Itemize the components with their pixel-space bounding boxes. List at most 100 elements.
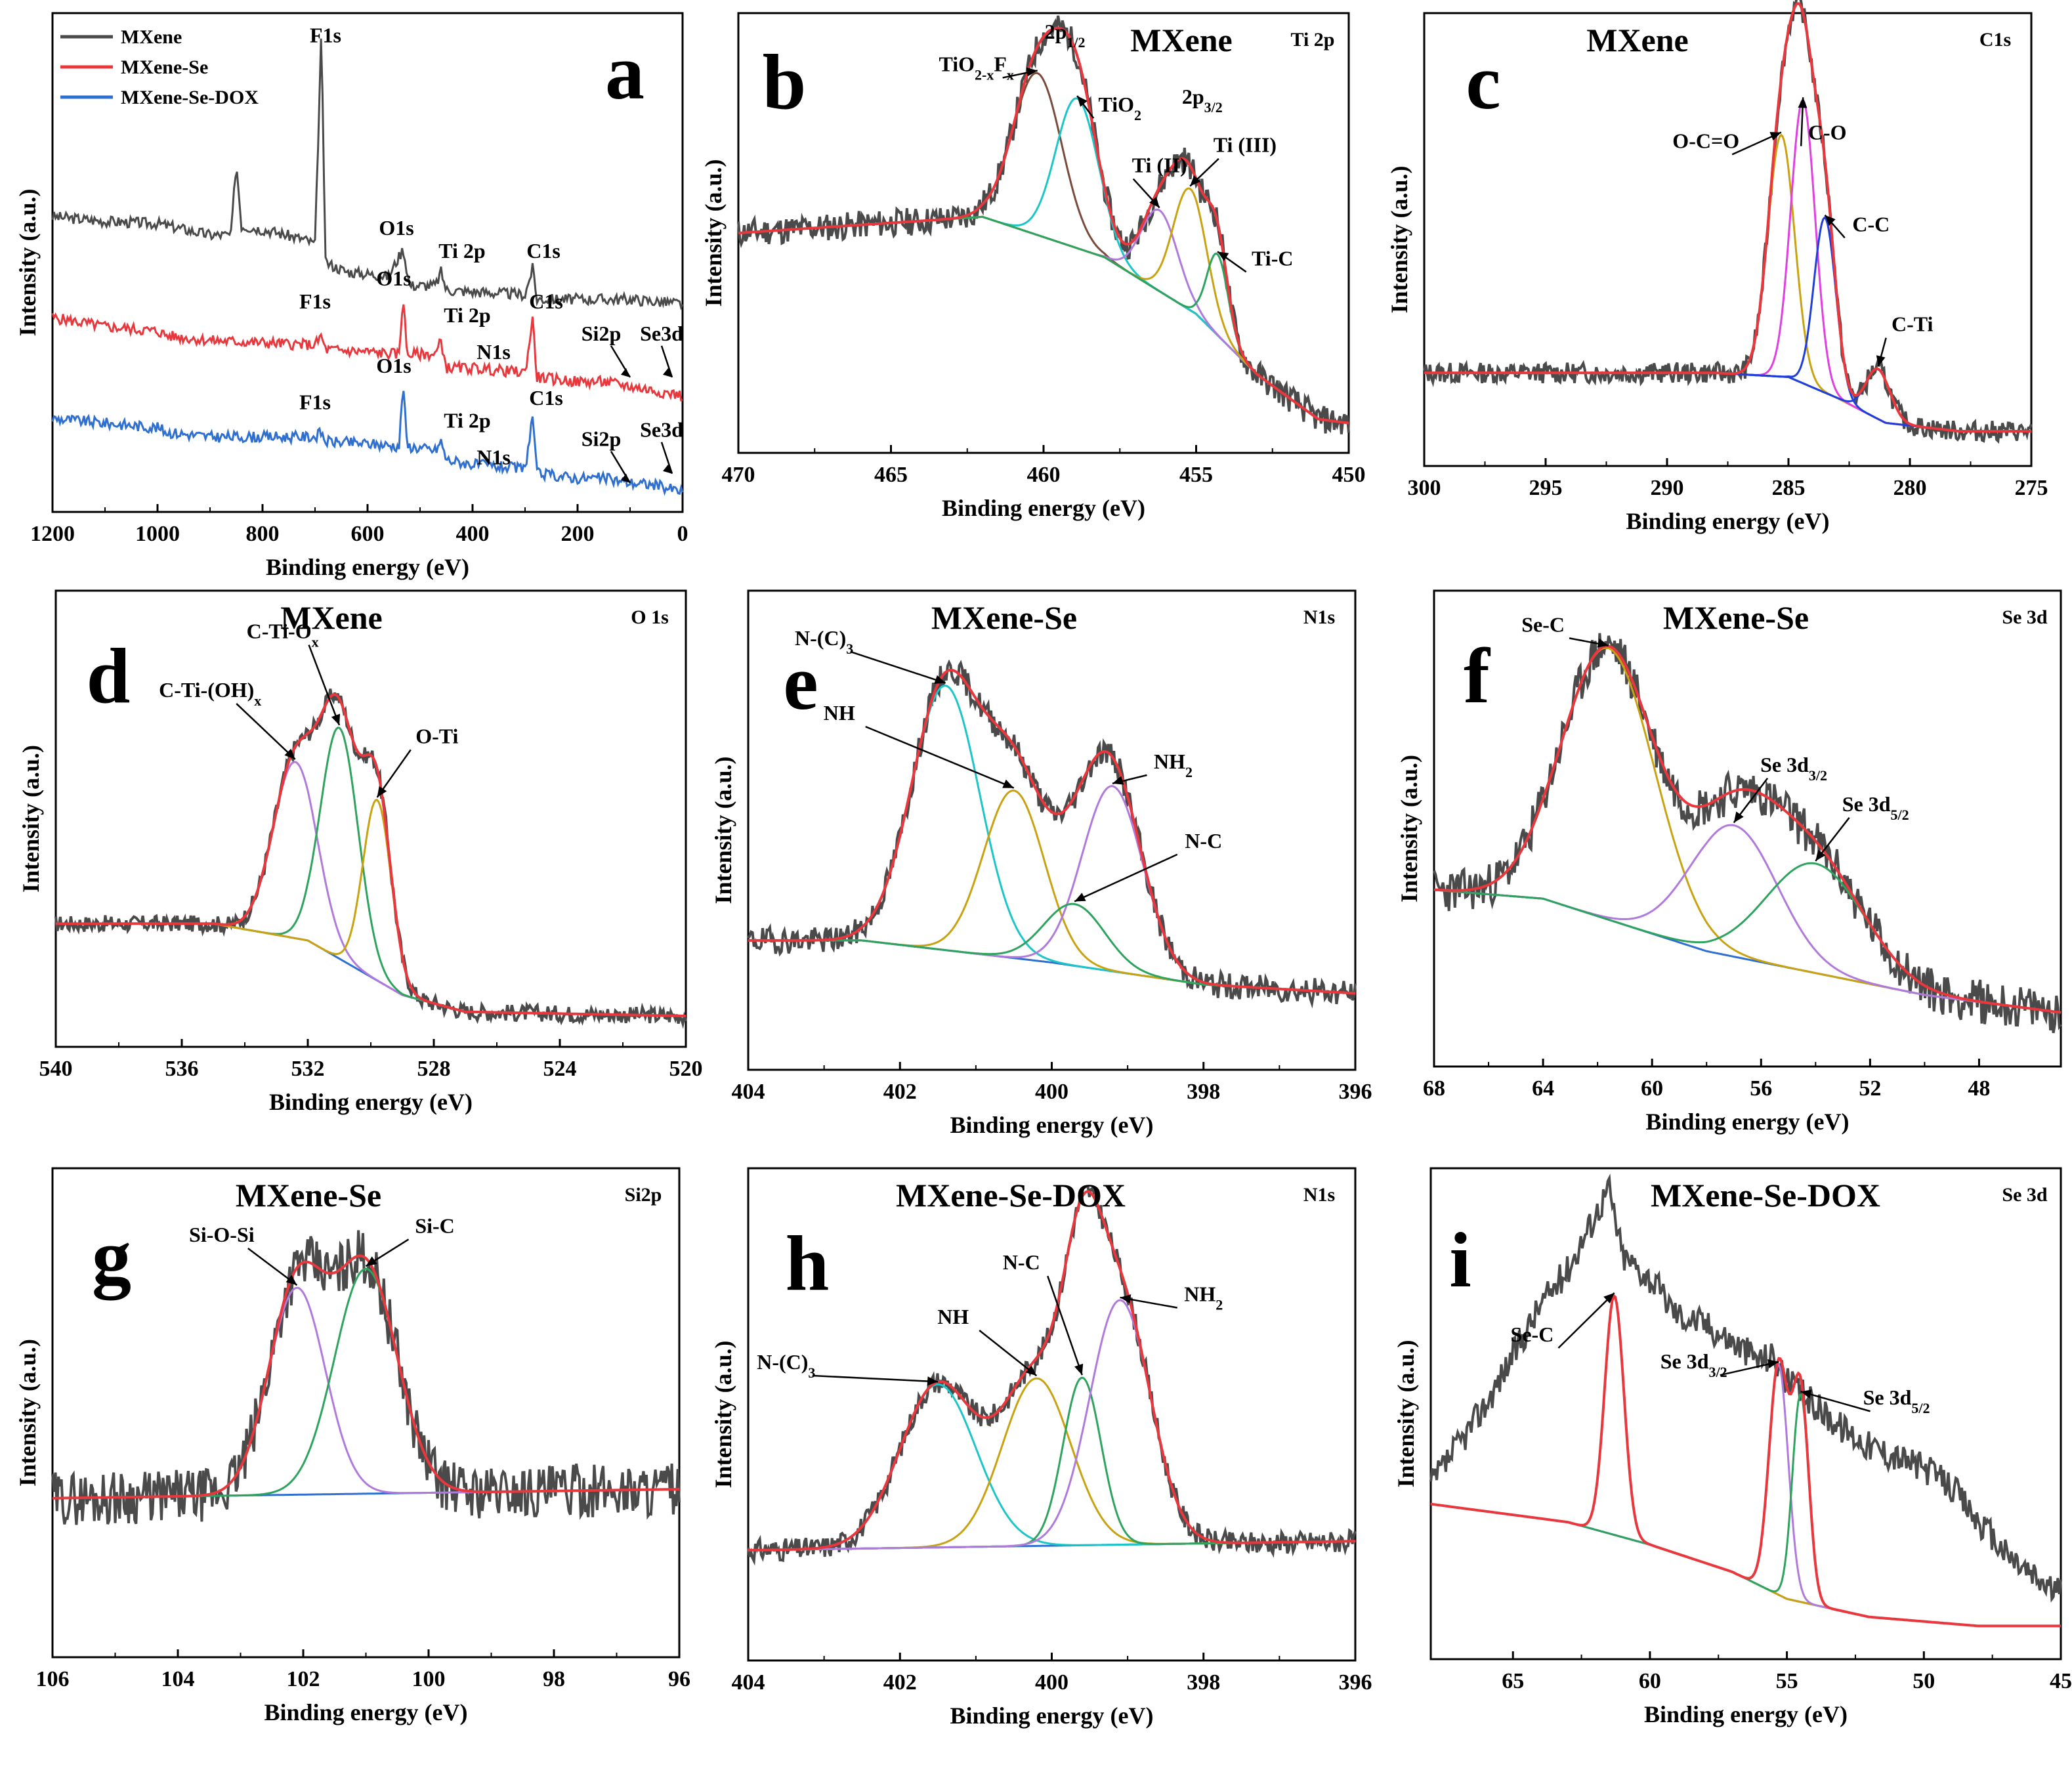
x-tick-label: 98 xyxy=(543,1667,565,1691)
panel-title: MXene-Se xyxy=(931,599,1077,636)
peak-annotation: N-C xyxy=(1003,1250,1040,1274)
peak-annotation: Si-C xyxy=(415,1214,454,1237)
y-axis-title: Intensity (a.u.) xyxy=(710,1340,736,1488)
x-tick-label: 106 xyxy=(36,1667,70,1691)
peak-annotation: N-(C)3 xyxy=(757,1350,815,1381)
core-level-label: O 1s xyxy=(631,606,669,628)
x-axis-title: Binding energy (eV) xyxy=(1644,1701,1848,1727)
peak-annotation: NH xyxy=(824,701,855,725)
x-tick-label: 48 xyxy=(1968,1076,1990,1101)
panel-f: 68 64 60 56 52 48 Binding energy (eV) Intensity… xyxy=(1396,589,2062,1135)
arrow-head xyxy=(1077,96,1088,107)
peak-annotation: 2p3/2 xyxy=(1182,85,1223,116)
x-tick-label: 300 xyxy=(1408,476,1441,500)
peak-annotation: Se-C xyxy=(1511,1322,1554,1346)
arrow-head xyxy=(366,1256,377,1267)
annotation-arrow xyxy=(660,345,673,378)
x-tick-label: 200 xyxy=(561,522,595,546)
panel-title: MXene-Se-DOX xyxy=(896,1177,1126,1214)
core-level-label: N1s xyxy=(1303,606,1335,628)
x-tick-label: 280 xyxy=(1893,476,1927,500)
peak-annotation-part-1: 2 xyxy=(1216,1296,1223,1313)
peak-annotation: Se 3d5/2 xyxy=(1863,1385,1930,1416)
peak-annotation: N-C xyxy=(1185,829,1222,853)
x-tick-label: 102 xyxy=(287,1667,320,1691)
peak-annotation: N-(C)3 xyxy=(795,626,853,657)
x-tick-label: 398 xyxy=(1187,1670,1220,1695)
peak-annotation: Ti-C xyxy=(1252,246,1293,270)
legend-label: MXene-Se xyxy=(121,56,208,78)
x-axis-title: Binding energy (eV) xyxy=(950,1112,1154,1138)
panel-letter: g xyxy=(92,1213,131,1301)
x-tick-label: 400 xyxy=(456,522,490,546)
arrow-head xyxy=(621,368,630,377)
series-line-mxene-se-dox xyxy=(51,391,684,496)
arrow-head xyxy=(1825,215,1836,226)
peak-annotation: NH2 xyxy=(1154,750,1193,780)
arrow-head xyxy=(1112,776,1124,785)
peak-annotation-part-1: 3/2 xyxy=(1809,767,1827,783)
peak-annotation: C-Ti xyxy=(1892,312,1934,336)
envelope-fit-line xyxy=(56,693,686,1017)
x-tick-label: 532 xyxy=(291,1057,325,1081)
y-axis-title: Intensity (a.u.) xyxy=(1393,1340,1419,1487)
arrow-head xyxy=(934,675,946,684)
x-tick-label: 540 xyxy=(39,1057,73,1081)
x-tick-label: 60 xyxy=(1641,1076,1663,1101)
peak-annotation: Ti 2p xyxy=(438,239,485,263)
y-axis-title: Intensity (a.u.) xyxy=(14,188,41,336)
x-tick-label: 1000 xyxy=(135,522,180,546)
panel-letter: b xyxy=(763,38,807,125)
arrow-head xyxy=(1074,893,1086,902)
peak-annotation: Ti 2p xyxy=(444,409,490,433)
panel-i: 65 60 55 50 45 Binding energy (eV) Intensity (… xyxy=(1393,1167,2072,1727)
peak-annotation: C-Ti-(OH)x xyxy=(159,678,261,709)
panel-letter: c xyxy=(1466,38,1500,125)
x-tick-label: 64 xyxy=(1532,1076,1554,1101)
panel-a: 1200 1000 800 600 400 200 0 Binding energy (eV)… xyxy=(14,12,688,580)
peak-annotation-part-1: 3/2 xyxy=(1204,98,1223,115)
x-tick-label: 450 xyxy=(1332,463,1366,487)
core-level-label: C1s xyxy=(1979,29,2011,51)
peak-annotation: Se3d xyxy=(640,418,683,442)
x-tick-label: 400 xyxy=(1035,1080,1068,1104)
panel-title: MXene-Se-DOX xyxy=(1651,1177,1880,1214)
x-tick-label: 60 xyxy=(1639,1669,1661,1693)
x-axis-title: Binding energy (eV) xyxy=(264,1699,468,1725)
x-tick-label: 290 xyxy=(1651,476,1684,500)
peak-annotation: Se 3d3/2 xyxy=(1760,753,1827,784)
peak-annotation: O1s xyxy=(376,266,411,290)
x-tick-label: 275 xyxy=(2015,476,2048,500)
peak-annotation-part-1: 2 xyxy=(1134,107,1141,123)
peak-annotation: Se 3d5/2 xyxy=(1842,792,1909,823)
annotation-arrow xyxy=(236,703,296,760)
x-tick-label: 50 xyxy=(1913,1669,1935,1693)
arrow-head xyxy=(1025,1365,1037,1376)
annotation-arrow xyxy=(812,1374,939,1383)
peak-annotation-part-0: C-Ti-O xyxy=(247,620,312,643)
peak-annotation: TiO2 xyxy=(1098,93,1141,123)
x-axis-title: Binding energy (eV) xyxy=(950,1702,1154,1729)
x-axis-title: Binding energy (eV) xyxy=(1626,508,1830,534)
panel-title: MXene xyxy=(1130,22,1233,58)
raw-data-line xyxy=(1429,1173,2062,1603)
peak-annotation-part-1: 1/2 xyxy=(1067,34,1085,51)
annotation-arrow xyxy=(850,650,946,684)
peak-annotation: C-C xyxy=(1852,212,1890,236)
x-tick-label: 455 xyxy=(1179,463,1213,487)
annotation-arrow xyxy=(1047,1275,1083,1376)
y-axis-title: Intensity (a.u.) xyxy=(1396,755,1422,902)
raw-data-line xyxy=(737,15,1350,434)
legend-label: MXene xyxy=(121,26,182,48)
arrow-head xyxy=(1190,175,1201,186)
x-tick-label: 56 xyxy=(1750,1076,1772,1101)
arrow-head xyxy=(1074,1363,1084,1376)
peak-annotation: F1s xyxy=(310,23,341,47)
x-axis-title: Binding energy (eV) xyxy=(269,1089,473,1115)
peak-annotation: F1s xyxy=(299,391,331,414)
core-level-label: Se 3d xyxy=(2002,1184,2048,1206)
x-tick-label: 600 xyxy=(351,522,385,546)
peak-annotation: Si2p xyxy=(581,322,621,345)
peak-annotation: C1s xyxy=(529,289,563,313)
raw-data-line xyxy=(1423,0,2033,444)
